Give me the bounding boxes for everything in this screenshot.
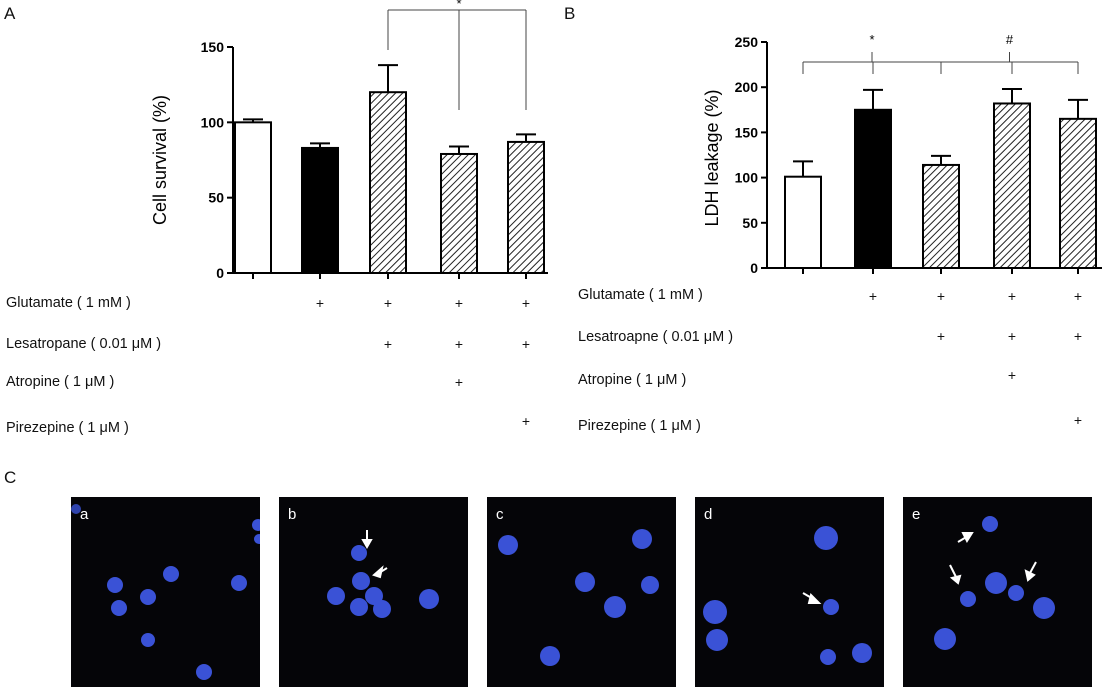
micrograph-a-nuclei — [71, 504, 260, 680]
significance-mark: * — [456, 0, 461, 11]
treatment-plus: + — [936, 288, 946, 304]
treatment-plus: + — [383, 295, 393, 311]
micrograph-b: b — [279, 497, 468, 687]
treatment-plus: + — [1073, 328, 1083, 344]
bar — [234, 121, 272, 275]
treatment-plus: + — [868, 288, 878, 304]
treatment-plus: + — [521, 413, 531, 429]
y-tick-label: 250 — [735, 34, 759, 50]
treatment-label: Glutamate ( 1 mM ) — [578, 287, 703, 303]
bar — [440, 152, 478, 274]
panel-label-c: C — [4, 468, 17, 487]
bar — [784, 175, 822, 269]
micrograph-b-nuclei — [327, 530, 439, 618]
bar — [369, 91, 407, 274]
treatment-plus: + — [521, 336, 531, 352]
y-axis-label: LDH leakage (%) — [702, 89, 722, 226]
y-tick-label: 0 — [750, 260, 758, 276]
micrograph-c: c — [487, 497, 676, 687]
y-tick-label: 50 — [742, 215, 758, 231]
treatment-plus: + — [1007, 288, 1017, 304]
micrograph-a: a — [71, 497, 260, 687]
arrow-icon — [802, 592, 822, 604]
micrograph-e-nuclei — [934, 516, 1055, 650]
micrograph-d-nuclei — [703, 526, 872, 665]
micrograph-label: a — [80, 506, 89, 523]
treatment-label: Lesatropane ( 0.01 μM ) — [6, 336, 162, 352]
micrograph-label: c — [496, 506, 504, 523]
treatment-plus: + — [383, 336, 393, 352]
bar — [922, 163, 960, 269]
treatment-plus: + — [936, 328, 946, 344]
micrograph-d: d — [695, 497, 884, 687]
y-tick-label: 100 — [735, 170, 759, 186]
treatment-plus: + — [454, 336, 464, 352]
chart-b: 0 50 100 150 200 250 LDH leakage (%) * # — [702, 32, 1102, 276]
chart-a: 0 50 100 150 Cell survival (%) * — [150, 0, 548, 281]
bar — [854, 108, 892, 269]
panel-label-b: B — [564, 4, 576, 23]
significance-mark: * — [869, 32, 874, 47]
arrow-icon — [949, 532, 1037, 585]
treatment-plus: + — [521, 295, 531, 311]
panel-label-a: A — [4, 4, 16, 23]
treatment-label: Pirezepine ( 1 μM ) — [578, 418, 701, 434]
bar — [1059, 117, 1097, 269]
y-tick-label: 150 — [735, 124, 759, 140]
micrograph-label: e — [912, 506, 921, 523]
y-tick-label: 0 — [216, 265, 224, 281]
treatment-plus: + — [454, 295, 464, 311]
treatment-label: Atropine ( 1 μM ) — [6, 374, 115, 390]
arrow-icon — [361, 530, 388, 579]
treatment-plus: + — [1073, 288, 1083, 304]
treatment-plus: + — [454, 374, 464, 390]
y-tick-label: 50 — [208, 190, 224, 206]
treatment-label: Atropine ( 1 μM ) — [578, 372, 687, 388]
bar — [993, 102, 1031, 269]
treatment-plus: + — [1007, 367, 1017, 383]
micrograph-e: e — [903, 497, 1092, 687]
treatment-plus: + — [1007, 328, 1017, 344]
micrograph-label: b — [288, 506, 297, 523]
treatment-label: Glutamate ( 1 mM ) — [6, 295, 131, 311]
micrograph-label: d — [704, 506, 713, 523]
bar — [301, 146, 339, 275]
treatment-plus: + — [315, 295, 325, 311]
significance-mark: # — [1006, 32, 1014, 47]
treatment-label: Pirezepine ( 1 μM ) — [6, 420, 129, 436]
y-axis-label: Cell survival (%) — [150, 95, 170, 225]
y-tick-label: 150 — [201, 39, 225, 55]
treatment-plus: + — [1073, 412, 1083, 428]
bar — [507, 140, 545, 274]
y-tick-label: 100 — [201, 114, 225, 130]
micrograph-c-nuclei — [498, 529, 659, 666]
y-tick-label: 200 — [735, 79, 759, 95]
treatment-label: Lesatroapne ( 0.01 μM ) — [578, 329, 734, 345]
